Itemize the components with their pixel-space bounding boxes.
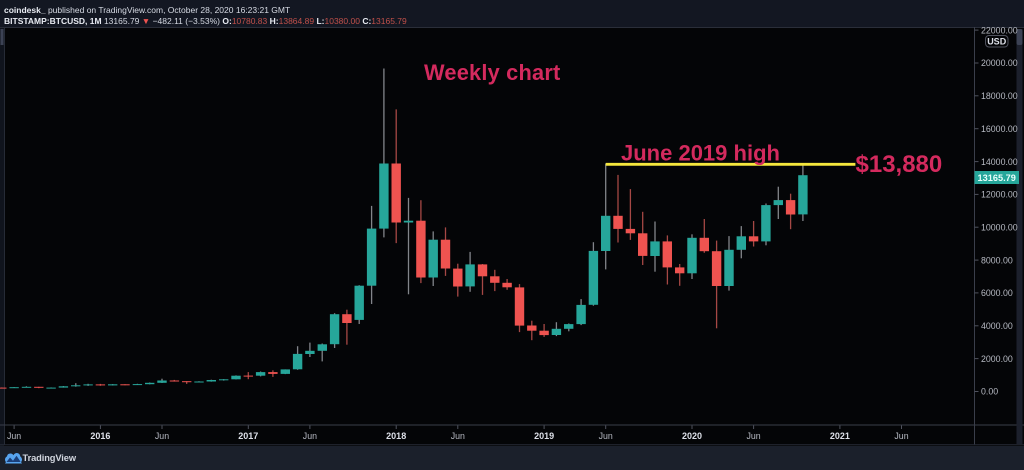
svg-text:6000.00: 6000.00 (981, 288, 1013, 298)
svg-text:2017: 2017 (238, 431, 258, 441)
svg-text:8000.00: 8000.00 (981, 255, 1013, 265)
svg-text:18000.00: 18000.00 (981, 91, 1018, 101)
svg-text:14000.00: 14000.00 (981, 157, 1018, 167)
svg-text:2019: 2019 (534, 431, 554, 441)
svg-text:22000.00: 22000.00 (981, 27, 1018, 35)
svg-text:4000.00: 4000.00 (981, 321, 1013, 331)
svg-text:2000.00: 2000.00 (981, 354, 1013, 364)
svg-text:Jun: Jun (7, 431, 21, 441)
svg-text:Jun: Jun (894, 431, 908, 441)
svg-text:2021: 2021 (830, 431, 850, 441)
svg-text:June 2019 high: June 2019 high (621, 141, 780, 166)
svg-text:Jun: Jun (747, 431, 761, 441)
svg-text:$13,880: $13,880 (856, 151, 943, 178)
svg-text:13165.79: 13165.79 (978, 173, 1016, 183)
svg-text:Jun: Jun (599, 431, 613, 441)
svg-text:Jun: Jun (155, 431, 169, 441)
svg-text:USD: USD (987, 36, 1007, 46)
svg-text:Weekly chart: Weekly chart (424, 60, 560, 85)
svg-text:2020: 2020 (682, 431, 702, 441)
svg-text:Jun: Jun (451, 431, 465, 441)
svg-text:10000.00: 10000.00 (981, 222, 1018, 232)
svg-text:0.00: 0.00 (981, 387, 998, 397)
svg-text:20000.00: 20000.00 (981, 58, 1018, 68)
svg-text:16000.00: 16000.00 (981, 124, 1018, 134)
svg-text:Jun: Jun (303, 431, 317, 441)
svg-text:2016: 2016 (90, 431, 110, 441)
svg-text:2018: 2018 (386, 431, 406, 441)
svg-text:12000.00: 12000.00 (981, 190, 1018, 200)
